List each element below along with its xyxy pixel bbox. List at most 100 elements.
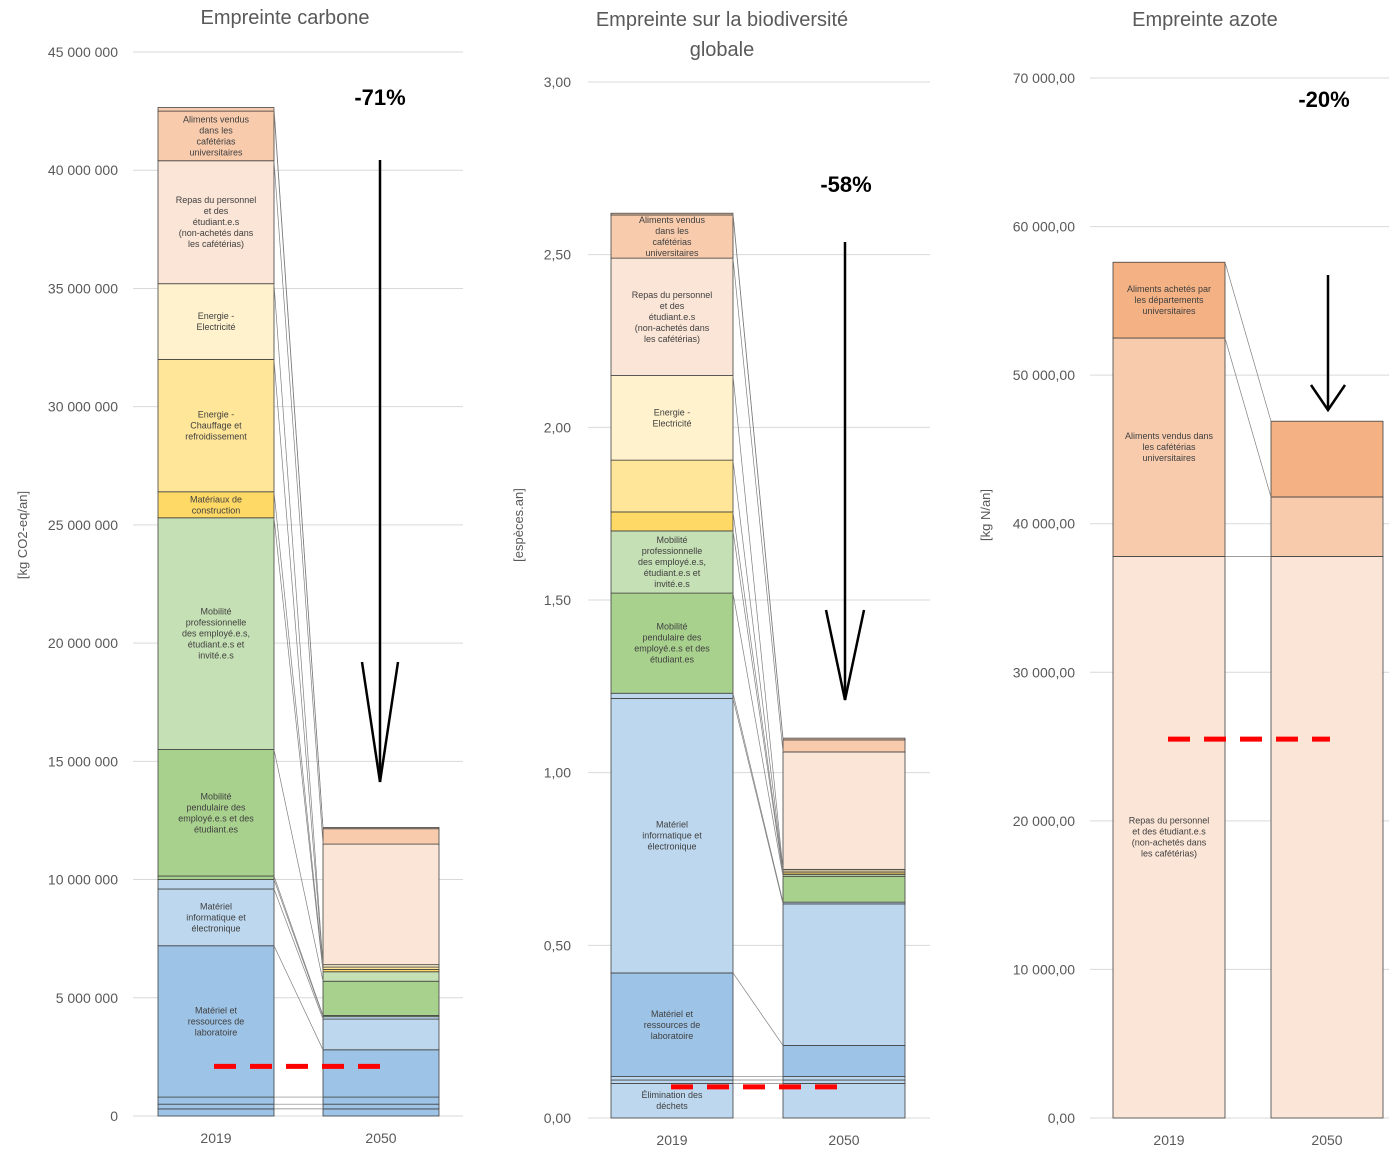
segment-label: Aliments vendus dans les cafétérias univers… — [639, 215, 706, 258]
arrow-head-icon — [824, 609, 866, 701]
chart-title: Empreinte carbone — [201, 7, 370, 29]
bar-segment — [157, 1096, 275, 1105]
bar-segment — [322, 1018, 440, 1051]
y-tick-label: 45 000 000 — [48, 44, 118, 60]
bar-segment — [610, 257, 734, 376]
x-category-label: 2050 — [828, 1132, 859, 1148]
segment-label: Repas du personnel et des étudiant.e.s (non… — [176, 195, 257, 249]
y-tick-label: 40 000,00 — [1013, 516, 1075, 532]
connector-line — [732, 698, 784, 904]
y-tick-label: 0 — [110, 1108, 118, 1124]
connector-line — [273, 888, 324, 1020]
bar-segment — [157, 1108, 275, 1117]
x-category-label: 2050 — [1311, 1132, 1342, 1148]
connector-line — [273, 945, 324, 1050]
y-tick-label: 0,00 — [544, 1110, 571, 1126]
y-tick-label: 50 000,00 — [1013, 367, 1075, 383]
connector-line — [273, 107, 324, 828]
reduction-label: -20% — [1298, 87, 1349, 112]
y-tick-label: 20 000,00 — [1013, 813, 1075, 829]
y-axis-label: [kg CO2-eq/an] — [15, 491, 30, 579]
bar-segment — [610, 972, 734, 1077]
bar-segment — [782, 903, 906, 1046]
bar-segment — [322, 1049, 440, 1098]
y-tick-label: 1,00 — [544, 765, 571, 781]
connector-line — [732, 213, 784, 739]
segment-label: Matériel et ressources de laboratoire — [188, 1005, 245, 1037]
bar-segment — [782, 1045, 906, 1077]
y-tick-label: 1,50 — [544, 592, 571, 608]
y-axis-label: [kg N/an] — [978, 489, 993, 541]
bar-segment — [157, 875, 275, 880]
bar-segment — [157, 517, 275, 750]
bar-segment — [157, 110, 275, 162]
bar-segment — [157, 879, 275, 890]
y-tick-label: 5 000 000 — [56, 990, 118, 1006]
bar-segment — [157, 491, 275, 519]
bar-segment — [610, 530, 734, 594]
bar-segment — [1270, 556, 1384, 1119]
segment-label: Matériel et ressources de laboratoire — [644, 1009, 701, 1041]
segment-label: Mobilité pendulaire des employé.e.s et des… — [634, 622, 710, 665]
segment-label: Matériel informatique et électronique — [186, 901, 246, 933]
segment-label: Repas du personnel et des étudiant.e.s (non… — [632, 290, 713, 344]
bar-segment — [610, 212, 734, 216]
y-axis-label: [espèces.an] — [511, 488, 526, 562]
connector-line — [273, 517, 324, 972]
segment-label: Matériaux de construction — [190, 494, 242, 515]
segment-label: Energie -Chauffage et refroidissement — [185, 410, 247, 442]
bar-segment — [610, 698, 734, 974]
bar-segment — [610, 1076, 734, 1081]
bar-segment — [322, 971, 440, 982]
segment-label: Élimination des déchets — [641, 1090, 703, 1111]
x-category-label: 2019 — [1153, 1132, 1184, 1148]
bar-segment — [157, 888, 275, 947]
connector-line — [732, 375, 784, 870]
y-tick-label: 10 000 000 — [48, 872, 118, 888]
y-tick-label: 60 000,00 — [1013, 219, 1075, 235]
y-tick-label: 0,00 — [1048, 1110, 1075, 1126]
bar-segment — [157, 160, 275, 285]
bar-segment — [610, 375, 734, 461]
connector-line — [273, 359, 324, 968]
bar-segment — [782, 751, 906, 870]
bar-segment — [782, 1083, 906, 1119]
bar-segment — [322, 1096, 440, 1105]
bar-segment — [610, 692, 734, 699]
y-tick-label: 20 000 000 — [48, 635, 118, 651]
y-tick-label: 2,50 — [544, 247, 571, 263]
connector-line — [273, 749, 324, 982]
bar-segment — [610, 592, 734, 694]
segment-label: Mobilité professionnelle des employé.e.s, é… — [638, 535, 706, 589]
connector-line — [732, 530, 784, 875]
bar-segment — [322, 843, 440, 966]
reduction-label: -58% — [820, 172, 871, 197]
y-tick-label: 70 000,00 — [1013, 70, 1075, 86]
connector-line — [732, 972, 784, 1046]
bar-segment — [1270, 496, 1384, 557]
bar-segment — [157, 358, 275, 493]
y-tick-label: 35 000 000 — [48, 280, 118, 296]
y-tick-label: 40 000 000 — [48, 162, 118, 178]
bar-segment — [610, 214, 734, 259]
bar-segment — [157, 107, 275, 112]
chart-title: Empreinte azote — [1132, 9, 1278, 31]
chart-title: Empreinte sur la biodiversité globale — [596, 9, 848, 61]
bar-segment — [782, 737, 906, 741]
bar-segment — [610, 511, 734, 532]
reduction-label: -71% — [354, 85, 405, 110]
y-tick-label: 15 000 000 — [48, 753, 118, 769]
bar-segment — [1112, 556, 1226, 1119]
segment-label: Mobilité pendulaire des employé.e.s et des… — [178, 791, 254, 834]
connector-line — [732, 511, 784, 873]
bar-segment — [157, 749, 275, 877]
connector-line — [732, 460, 784, 872]
bar-segment — [1270, 420, 1384, 498]
connector-line — [273, 875, 324, 1016]
bar-segment — [782, 1079, 906, 1084]
connector-line — [273, 879, 324, 1017]
segment-label: Aliments achetés par les départements univ… — [1127, 284, 1211, 316]
arrow-head-icon — [1309, 384, 1347, 413]
